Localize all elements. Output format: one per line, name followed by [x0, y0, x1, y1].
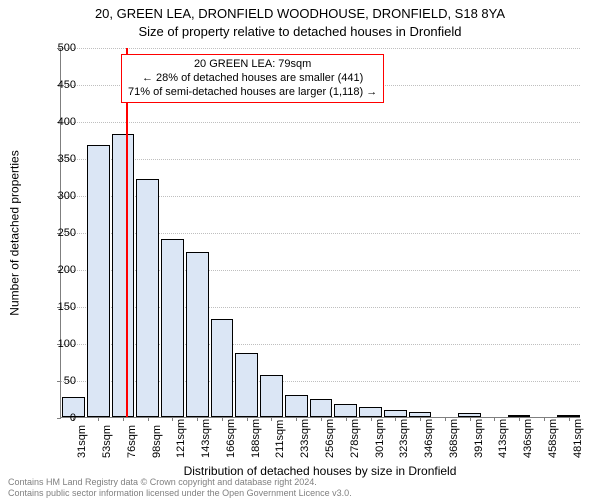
- bar: [359, 407, 382, 417]
- bar: [285, 395, 308, 417]
- xtick-mark: [395, 417, 396, 421]
- ytick-label: 50: [36, 375, 76, 387]
- xtick-label: 98sqm: [151, 425, 163, 458]
- xtick-label: 458sqm: [547, 419, 559, 458]
- xtick-mark: [569, 417, 570, 421]
- annotation-line1: 20 GREEN LEA: 79sqm: [128, 58, 377, 72]
- xtick-label: 413sqm: [497, 419, 509, 458]
- xtick-mark: [519, 417, 520, 421]
- ytick-label: 100: [36, 338, 76, 350]
- xtick-mark: [172, 417, 173, 421]
- xtick-mark: [247, 417, 248, 421]
- xtick-label: 481sqm: [572, 419, 584, 458]
- xtick-label: 121sqm: [175, 419, 187, 458]
- bar: [112, 134, 135, 417]
- xtick-label: 368sqm: [448, 419, 460, 458]
- xtick-label: 188sqm: [250, 419, 262, 458]
- xtick-label: 436sqm: [522, 419, 534, 458]
- xtick-mark: [197, 417, 198, 421]
- annotation-box: 20 GREEN LEA: 79sqm← 28% of detached hou…: [121, 54, 384, 103]
- chart-title-subtitle: Size of property relative to detached ho…: [0, 24, 600, 39]
- xtick-mark: [98, 417, 99, 421]
- bar: [310, 399, 333, 417]
- gridline-h: [61, 159, 580, 160]
- annotation-line2: ← 28% of detached houses are smaller (44…: [128, 72, 377, 86]
- ytick-label: 250: [36, 227, 76, 239]
- xtick-label: 278sqm: [349, 419, 361, 458]
- xtick-label: 143sqm: [200, 419, 212, 458]
- xtick-label: 31sqm: [76, 425, 88, 458]
- ytick-label: 200: [36, 264, 76, 276]
- xtick-label: 256sqm: [324, 419, 336, 458]
- footer-line1: Contains HM Land Registry data © Crown c…: [8, 477, 352, 487]
- ytick-label: 150: [36, 301, 76, 313]
- xtick-label: 391sqm: [473, 419, 485, 458]
- ytick-label: 450: [36, 79, 76, 91]
- ytick-label: 500: [36, 42, 76, 54]
- gridline-h: [61, 122, 580, 123]
- chart-title-address: 20, GREEN LEA, DRONFIELD WOODHOUSE, DRON…: [0, 6, 600, 21]
- bar: [161, 239, 184, 417]
- xtick-mark: [123, 417, 124, 421]
- xtick-mark: [296, 417, 297, 421]
- bar: [136, 179, 159, 417]
- bar: [235, 353, 258, 417]
- bar: [334, 404, 357, 417]
- xtick-label: 323sqm: [398, 419, 410, 458]
- bar: [186, 252, 209, 417]
- xtick-mark: [371, 417, 372, 421]
- xtick-label: 301sqm: [374, 419, 386, 458]
- xtick-label: 211sqm: [274, 420, 286, 458]
- xtick-label: 53sqm: [101, 425, 113, 458]
- xtick-mark: [544, 417, 545, 421]
- y-axis-label: Number of detached properties: [8, 150, 22, 315]
- xtick-label: 233sqm: [299, 419, 311, 458]
- ytick-label: 300: [36, 190, 76, 202]
- footer-line2: Contains public sector information licen…: [8, 488, 352, 498]
- xtick-mark: [271, 417, 272, 421]
- xtick-mark: [321, 417, 322, 421]
- xtick-label: 346sqm: [423, 419, 435, 458]
- bar: [260, 375, 283, 417]
- ytick-label: 400: [36, 116, 76, 128]
- chart-plot-area: 20 GREEN LEA: 79sqm← 28% of detached hou…: [60, 48, 580, 418]
- y-axis-label-container: Number of detached properties: [8, 48, 22, 418]
- xtick-mark: [494, 417, 495, 421]
- xtick-mark: [445, 417, 446, 421]
- x-axis-label: Distribution of detached houses by size …: [60, 464, 580, 478]
- ytick-label: 0: [36, 412, 76, 424]
- xtick-label: 166sqm: [225, 419, 237, 458]
- bar: [384, 410, 407, 417]
- xtick-mark: [148, 417, 149, 421]
- xtick-mark: [420, 417, 421, 421]
- annotation-line3: 71% of semi-detached houses are larger (…: [128, 86, 377, 100]
- marker-line: [126, 48, 128, 417]
- xtick-mark: [222, 417, 223, 421]
- bar: [211, 319, 234, 417]
- xtick-mark: [346, 417, 347, 421]
- ytick-label: 350: [36, 153, 76, 165]
- xtick-mark: [470, 417, 471, 421]
- footer-attribution: Contains HM Land Registry data © Crown c…: [8, 477, 352, 498]
- bar: [87, 145, 110, 417]
- gridline-h: [61, 48, 580, 49]
- xtick-label: 76sqm: [126, 425, 138, 458]
